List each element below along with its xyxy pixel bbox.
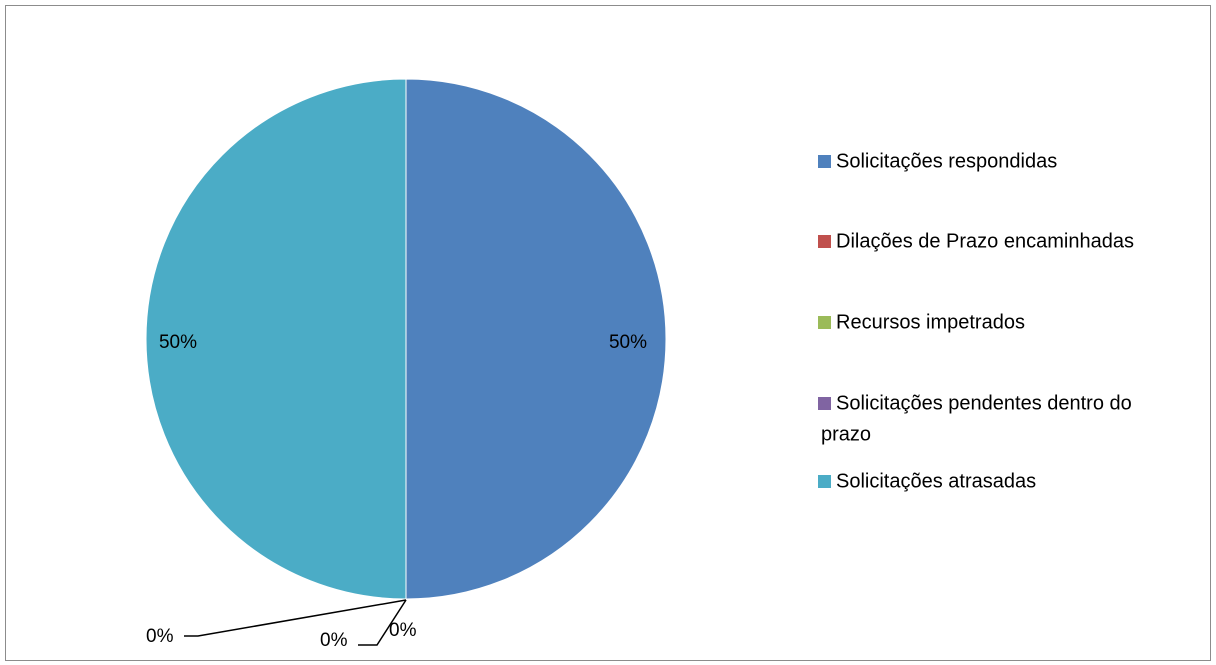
legend-label-3-line1: prazo [821,423,871,445]
data-label-4: 50% [159,332,197,353]
data-label-0: 50% [609,332,647,353]
data-label-1: 0% [320,630,348,651]
data-label-2: 0% [389,620,417,641]
legend-label-2: Recursos impetrados [836,311,1025,333]
legend: Solicitações respondidas Dilações de Praz… [818,150,1134,492]
pie-slice-0 [405,78,667,600]
pie-chart: 50% 0% 0% 0% 50% Solicitações respondidas Dil… [145,78,1134,651]
legend-swatch-1 [818,235,831,248]
chart-area: 50% 0% 0% 0% 50% Solicitações respondidas Dil… [5,5,1211,661]
legend-swatch-3 [818,397,831,410]
legend-swatch-4 [818,475,831,488]
leader-lines [184,599,407,646]
pie-slice-4 [145,78,407,600]
data-labels: 50% 0% 0% 0% 50% [146,332,647,651]
legend-label-3: Solicitações pendentes dentro do [836,392,1132,414]
legend-label-4: Solicitações atrasadas [836,470,1036,492]
pie-slices [145,78,667,600]
leader-line-1 [358,599,407,646]
data-label-3: 0% [146,626,174,647]
legend-label-1: Dilações de Prazo encaminhadas [836,230,1134,252]
legend-label-0: Solicitações respondidas [836,150,1057,172]
legend-swatch-2 [818,316,831,329]
legend-swatch-0 [818,155,831,168]
leader-line-3 [184,599,407,637]
